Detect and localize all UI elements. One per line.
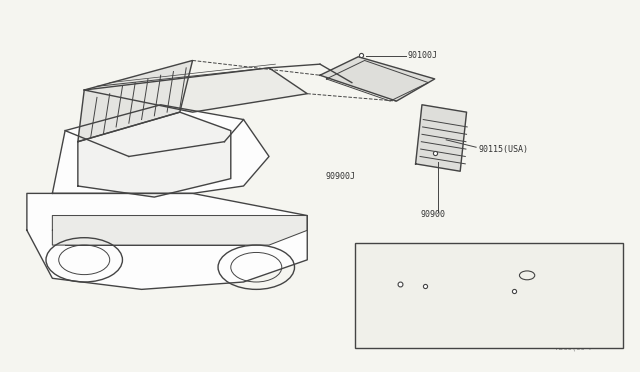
Polygon shape: [415, 105, 467, 171]
Text: 08540-51012: 08540-51012: [543, 271, 594, 280]
Text: (4): (4): [549, 276, 563, 285]
Polygon shape: [78, 112, 231, 197]
Text: A909(00-P: A909(00-P: [556, 344, 594, 351]
Text: 90115(USA): 90115(USA): [436, 299, 482, 308]
Polygon shape: [27, 193, 307, 289]
Polygon shape: [84, 68, 307, 112]
Polygon shape: [365, 267, 537, 311]
Text: 90900: 90900: [420, 210, 445, 219]
Text: FOR T/COVER: FOR T/COVER: [444, 246, 504, 255]
Text: 90115(USA): 90115(USA): [478, 145, 528, 154]
Polygon shape: [78, 61, 193, 142]
Polygon shape: [52, 215, 307, 245]
Text: 90100H: 90100H: [543, 287, 571, 296]
Text: S: S: [523, 272, 527, 278]
Text: 90100J: 90100J: [407, 51, 437, 60]
Text: 90900: 90900: [422, 329, 445, 338]
Bar: [355, 243, 623, 349]
Polygon shape: [52, 105, 269, 193]
Text: 90900J: 90900J: [325, 172, 355, 181]
Polygon shape: [320, 57, 435, 101]
